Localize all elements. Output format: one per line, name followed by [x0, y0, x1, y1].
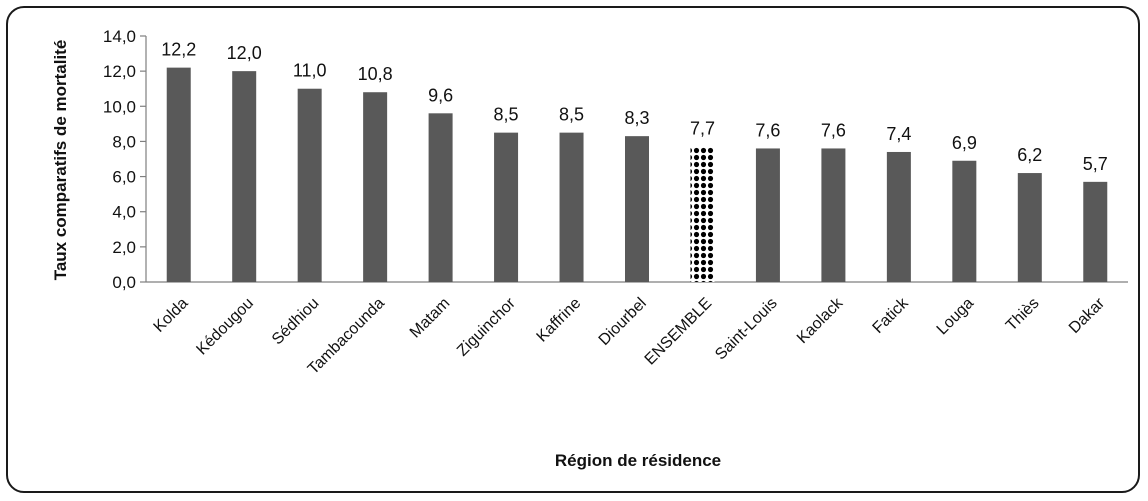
y-tick-label: 12,0: [103, 62, 136, 81]
bar-thi-s: [1017, 173, 1042, 282]
bar-ensemble: [690, 146, 715, 282]
bar-diourbel: [625, 136, 649, 282]
bar-matam: [428, 113, 453, 282]
data-label: 11,0: [293, 61, 327, 81]
category-label: Fatick: [870, 294, 913, 337]
category-label: ENSEMBLE: [642, 295, 716, 369]
category-label: Thiès: [1003, 295, 1043, 335]
bar-kaolack: [821, 148, 846, 282]
bar-k-dougou: [232, 71, 257, 283]
data-label: 12,0: [227, 43, 262, 63]
category-label: Ziguinchor: [454, 294, 519, 359]
category-label: Matam: [407, 295, 454, 342]
category-label: Diourbel: [596, 295, 650, 349]
y-tick-label: 8,0: [112, 132, 136, 151]
y-tick-label: 14,0: [103, 27, 136, 46]
data-label: 9,6: [428, 85, 453, 105]
data-label: 7,6: [755, 120, 780, 140]
value-labels: 12,2 12,0 11,0 10,8 9,6 8,5 8,5 8,3 7,7 7,6 7,6 7,4…: [161, 40, 1108, 174]
data-label: 7,6: [821, 120, 846, 140]
category-label: Dakar: [1066, 294, 1109, 337]
data-label: 8,5: [494, 105, 519, 125]
bar-ziguinchor: [494, 132, 519, 282]
category-label: Kaffrine: [534, 295, 585, 346]
category-label: Kolda: [151, 295, 192, 336]
category-label: Louga: [934, 295, 978, 339]
bar-tambacounda: [363, 92, 388, 282]
y-tick-label: 0,0: [112, 273, 136, 292]
bar-dakar: [1083, 181, 1108, 282]
data-label: 8,3: [624, 108, 649, 128]
y-axis-title: Taux comparatifs de mortalité: [51, 40, 70, 281]
category-label: Sédhiou: [269, 295, 323, 349]
bars: [166, 67, 1108, 283]
bar-s-dhiou: [297, 88, 322, 282]
data-label: 10,8: [358, 64, 393, 84]
data-label: 5,7: [1083, 154, 1108, 174]
data-label: 12,2: [161, 40, 196, 60]
data-label: 6,2: [1017, 145, 1042, 165]
bar-louga: [952, 160, 977, 282]
data-label: 7,4: [886, 124, 911, 144]
y-tick-label: 10,0: [103, 97, 136, 116]
y-tick-label: 4,0: [112, 203, 136, 222]
category-label: Kédougou: [193, 295, 257, 359]
y-tick-label: 2,0: [112, 238, 136, 257]
bar-fatick: [886, 151, 911, 282]
data-label: 7,7: [690, 119, 715, 139]
x-axis-title: Région de résidence: [555, 451, 721, 470]
bar-kolda: [166, 67, 191, 282]
category-label: Saint-Louis: [712, 295, 781, 364]
bar-saint-louis: [755, 148, 780, 282]
data-label: 6,9: [952, 133, 977, 153]
category-label: Kaolack: [794, 294, 847, 347]
y-tick-label: 6,0: [112, 168, 136, 187]
bar-kaffrine: [559, 132, 584, 282]
data-label: 8,5: [559, 105, 584, 125]
